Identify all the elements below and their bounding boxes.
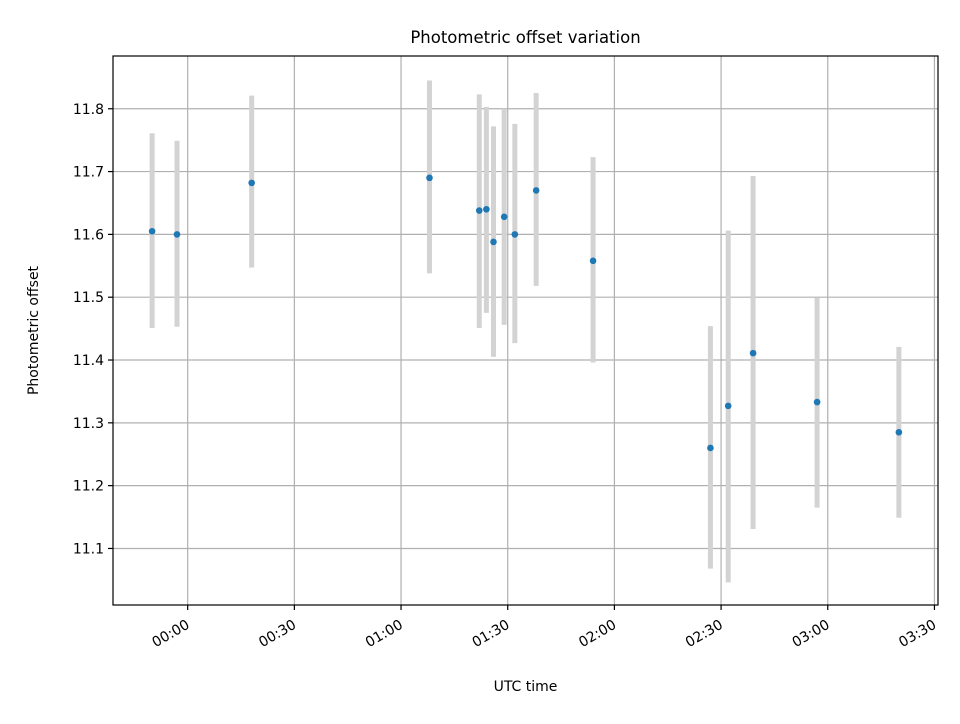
x-tick-label: 02:30 xyxy=(683,617,726,651)
x-tick-label: 03:30 xyxy=(896,617,939,651)
y-axis-ticks: 11.1 11.2 11.3 11.4 11.5 11.6 11.7 11.8 xyxy=(73,102,113,557)
x-tick-label: 01:30 xyxy=(470,617,513,651)
data-point xyxy=(532,187,540,194)
y-tick-label: 11.3 xyxy=(73,416,104,432)
y-axis-label: Photometric offset xyxy=(26,265,42,395)
data-point xyxy=(895,428,903,436)
chart-title: Photometric offset variation xyxy=(410,28,640,47)
y-tick-label: 11.1 xyxy=(73,541,104,557)
data-point xyxy=(589,257,597,265)
data-point xyxy=(248,179,255,187)
data-point xyxy=(707,444,714,452)
data-point xyxy=(173,231,181,238)
data-points xyxy=(148,174,903,452)
y-tick-label: 11.2 xyxy=(73,479,104,495)
y-tick-label: 11.8 xyxy=(73,102,104,118)
y-tick-label: 11.4 xyxy=(73,353,104,369)
data-point xyxy=(490,238,497,246)
grid xyxy=(113,56,938,605)
x-axis-label: UTC time xyxy=(494,679,558,695)
data-point xyxy=(749,349,757,357)
x-tick-label: 03:00 xyxy=(790,617,833,651)
x-axis-ticks: 00:00 00:30 01:00 01:30 02:00 02:30 03:00 03:30 xyxy=(150,605,939,651)
plot-frame xyxy=(112,55,939,606)
x-tick-label: 00:00 xyxy=(150,617,193,651)
error-bars xyxy=(149,80,902,583)
data-point xyxy=(511,231,519,238)
y-tick-label: 11.5 xyxy=(73,290,104,306)
x-tick-label: 02:00 xyxy=(576,617,619,651)
data-point xyxy=(500,213,508,221)
data-point xyxy=(475,207,483,214)
data-point xyxy=(724,402,732,410)
y-tick-label: 11.6 xyxy=(73,227,104,243)
x-tick-label: 00:30 xyxy=(256,617,299,651)
x-tick-label: 01:00 xyxy=(363,617,406,651)
data-point xyxy=(148,227,156,235)
y-tick-label: 11.7 xyxy=(73,165,104,181)
data-point xyxy=(426,174,433,182)
data-point xyxy=(813,398,821,406)
data-point xyxy=(483,205,490,213)
